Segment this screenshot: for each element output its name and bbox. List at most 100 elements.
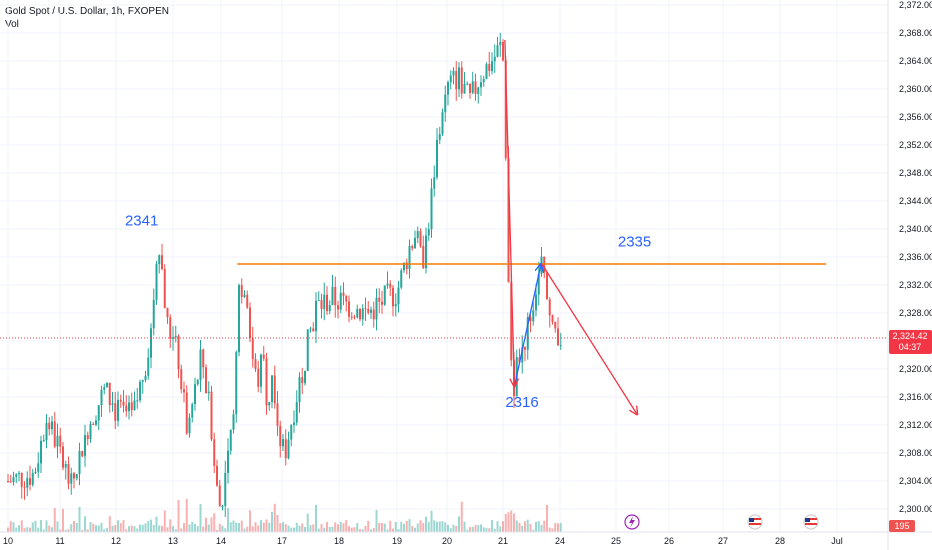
volume-bar <box>557 523 559 532</box>
volume-bar <box>243 528 246 532</box>
candle-body <box>381 301 383 305</box>
candle-body <box>213 439 216 466</box>
candle-body <box>348 301 350 317</box>
volume-bar <box>504 513 507 532</box>
volume-bar <box>381 522 383 532</box>
candle-body <box>174 335 177 338</box>
candle-body <box>488 64 491 71</box>
candle-body <box>103 387 106 390</box>
annotation-label-2316[interactable]: 2316 <box>505 394 538 411</box>
volume-bar <box>31 522 34 532</box>
x-tick-label: 26 <box>664 536 674 546</box>
x-tick-label: 19 <box>392 536 402 546</box>
volume-bar <box>155 516 158 532</box>
candle-body <box>158 255 161 265</box>
volume-value: 195 <box>894 521 909 531</box>
candle-body <box>70 473 73 484</box>
volume-bar <box>216 529 218 532</box>
x-tick-label: 21 <box>498 536 508 546</box>
volume-bar <box>202 526 205 532</box>
volume-bar <box>268 522 271 532</box>
candle-body <box>81 451 84 457</box>
drawings[interactable]: 2341 2335 2316 <box>0 39 888 530</box>
volume-badge: 195 <box>889 520 915 532</box>
volume-bar <box>518 522 521 532</box>
volume-bar <box>540 524 543 532</box>
volume-bar <box>141 524 144 532</box>
volume-bar <box>372 528 375 532</box>
volume-bar <box>474 525 477 532</box>
volume-bar <box>315 504 317 532</box>
volume-bar <box>59 529 62 532</box>
us-flag-icon[interactable] <box>803 514 819 530</box>
candle-body <box>227 450 229 473</box>
candle-body <box>106 382 108 388</box>
current-price-value: 2,324.42 <box>892 331 927 341</box>
volume-bar <box>119 522 122 532</box>
annotation-label-2341[interactable]: 2341 <box>125 213 158 230</box>
candle-body <box>89 424 92 440</box>
symbol-title[interactable]: Gold Spot / U.S. Dollar, 1h, FXOPEN <box>5 6 169 17</box>
volume-bar <box>394 521 397 532</box>
volume-indicator-label[interactable]: Vol <box>5 19 19 30</box>
volume-bar <box>524 521 526 532</box>
candle-body <box>485 64 488 79</box>
us-flag-icon[interactable] <box>747 514 763 530</box>
candle-body <box>26 478 29 488</box>
candle-body <box>152 299 155 329</box>
candle-body <box>130 402 133 411</box>
candle-body <box>422 246 425 269</box>
volume-bar <box>246 526 249 532</box>
volume-bar <box>221 525 224 532</box>
candle-body <box>557 328 559 346</box>
volume-bar <box>463 521 466 532</box>
volume-bar <box>106 528 108 532</box>
volume-bar <box>532 529 535 532</box>
volume-bar <box>37 527 40 532</box>
candle-body <box>185 392 188 434</box>
candle-body <box>419 231 422 247</box>
volume-bar <box>144 523 147 532</box>
candle-body <box>411 246 414 249</box>
volume-bar <box>183 522 185 532</box>
candle-body <box>551 315 554 322</box>
volume-bar <box>199 503 202 532</box>
volume-bar <box>466 529 469 532</box>
volume-bar <box>345 520 348 532</box>
volume-bar <box>18 525 20 532</box>
volume-bar <box>559 522 562 532</box>
y-tick-label: 2,372.00 <box>899 0 932 10</box>
candle-body <box>392 287 394 307</box>
candle-body <box>546 272 548 300</box>
candle-body <box>268 402 271 406</box>
volume-bar <box>526 519 529 532</box>
y-tick-label: 2,368.00 <box>899 28 932 38</box>
red-trend-arrow[interactable] <box>541 263 637 415</box>
blue-trend-arrow[interactable] <box>513 264 541 387</box>
volume-bar <box>70 524 73 532</box>
annotation-label-2335[interactable]: 2335 <box>618 234 651 251</box>
candle-body <box>298 377 301 403</box>
volume-bar <box>317 528 320 532</box>
volume-bar <box>353 527 356 532</box>
volume-bar <box>416 523 419 532</box>
lightning-icon[interactable] <box>624 514 640 530</box>
volume-bar <box>265 519 268 532</box>
volume-bar <box>188 524 191 532</box>
candle-body <box>359 309 361 320</box>
volume-bars <box>7 498 562 532</box>
volume-bar <box>337 524 339 532</box>
candle-body <box>477 87 480 94</box>
candle-body <box>312 328 315 332</box>
volume-bar <box>356 523 359 532</box>
volume-bar <box>535 521 537 532</box>
red-trend-arrow[interactable] <box>504 39 515 387</box>
candle-body <box>444 94 447 113</box>
candle-body <box>397 287 400 304</box>
candles <box>7 32 562 517</box>
candle-body <box>271 375 273 403</box>
volume-bar <box>458 516 460 532</box>
volume-bar <box>108 516 111 532</box>
candle-body <box>449 75 452 83</box>
